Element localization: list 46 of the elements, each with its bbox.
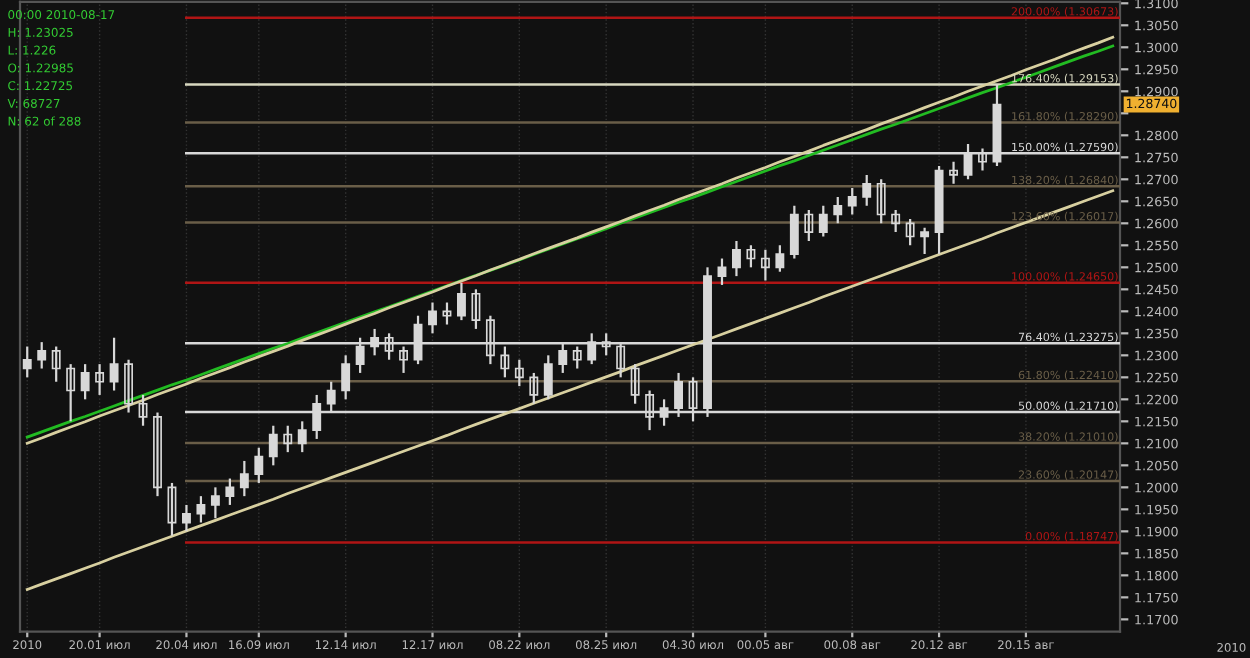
candlestick [456,281,466,322]
candlestick [717,257,727,287]
candlestick [138,393,148,427]
candlestick [775,244,785,273]
candlestick [196,495,206,524]
candlestick [746,244,756,269]
candlestick [22,345,32,379]
candlestick [862,173,872,207]
candlestick [760,248,770,282]
candlestick [210,486,220,520]
candlestick [891,209,901,234]
candlestick [124,358,134,414]
candlestick [731,239,741,278]
candlestick [529,371,539,405]
candlestick [297,420,307,454]
candlestick [167,481,177,537]
candlestick [341,354,351,401]
candlestick [804,209,814,243]
line-series [25,189,1115,591]
candlestick [225,477,235,507]
candlestick [789,204,799,260]
candlestick [949,160,959,185]
candlestick [254,446,264,485]
candlestick [471,288,481,331]
candlestick [428,301,437,335]
candlestick [543,354,553,401]
candlestick [80,363,90,401]
candlestick [818,204,828,238]
candlestick [833,195,843,225]
candlestick [876,178,886,225]
candlestick [66,363,76,423]
candlestick [239,459,249,498]
candlestick [847,187,857,216]
candlestick [442,301,452,326]
candlestick [920,226,930,256]
candlestick [283,424,293,454]
candlestick [630,363,640,405]
candlestick [109,336,119,392]
candlestick [95,363,105,397]
candlestick [905,217,915,247]
candlestick [37,341,47,370]
candlestick [51,345,61,383]
candlestick [153,411,162,498]
candlestick [268,424,278,467]
candlestick [514,358,524,388]
candlestick [181,503,191,533]
